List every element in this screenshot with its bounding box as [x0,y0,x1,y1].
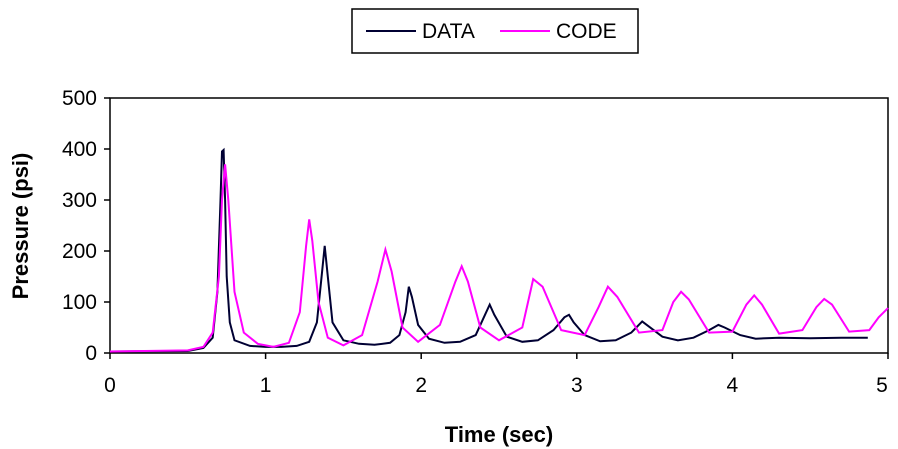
y-tick-label-500: 500 [62,87,97,110]
legend-label-code: CODE [556,20,617,43]
y-axis-title: Pressure (psi) [8,153,33,300]
x-tick-label-0: 0 [104,374,116,397]
y-tick-label-400: 400 [62,138,97,161]
x-tick-label-2: 2 [415,374,427,397]
x-axis: 0 1 2 3 4 5 [104,353,889,397]
plot-area [109,97,889,354]
legend-label-data: DATA [422,20,475,43]
legend: DATA CODE [351,8,639,54]
x-tick-label-1: 1 [260,374,272,397]
y-tick-label-0: 0 [85,342,97,365]
y-tick-label-100: 100 [62,291,97,314]
y-axis: 0 100 200 300 400 500 [62,87,110,365]
x-axis-title: Time (sec) [445,422,553,447]
series-line-data [109,147,868,353]
x-tick-label-5: 5 [876,374,888,397]
series-line-code [109,164,889,353]
y-tick-label-200: 200 [62,240,97,263]
x-tick-label-4: 4 [727,374,739,397]
x-tick-label-3: 3 [571,374,583,397]
y-tick-label-300: 300 [62,189,97,212]
